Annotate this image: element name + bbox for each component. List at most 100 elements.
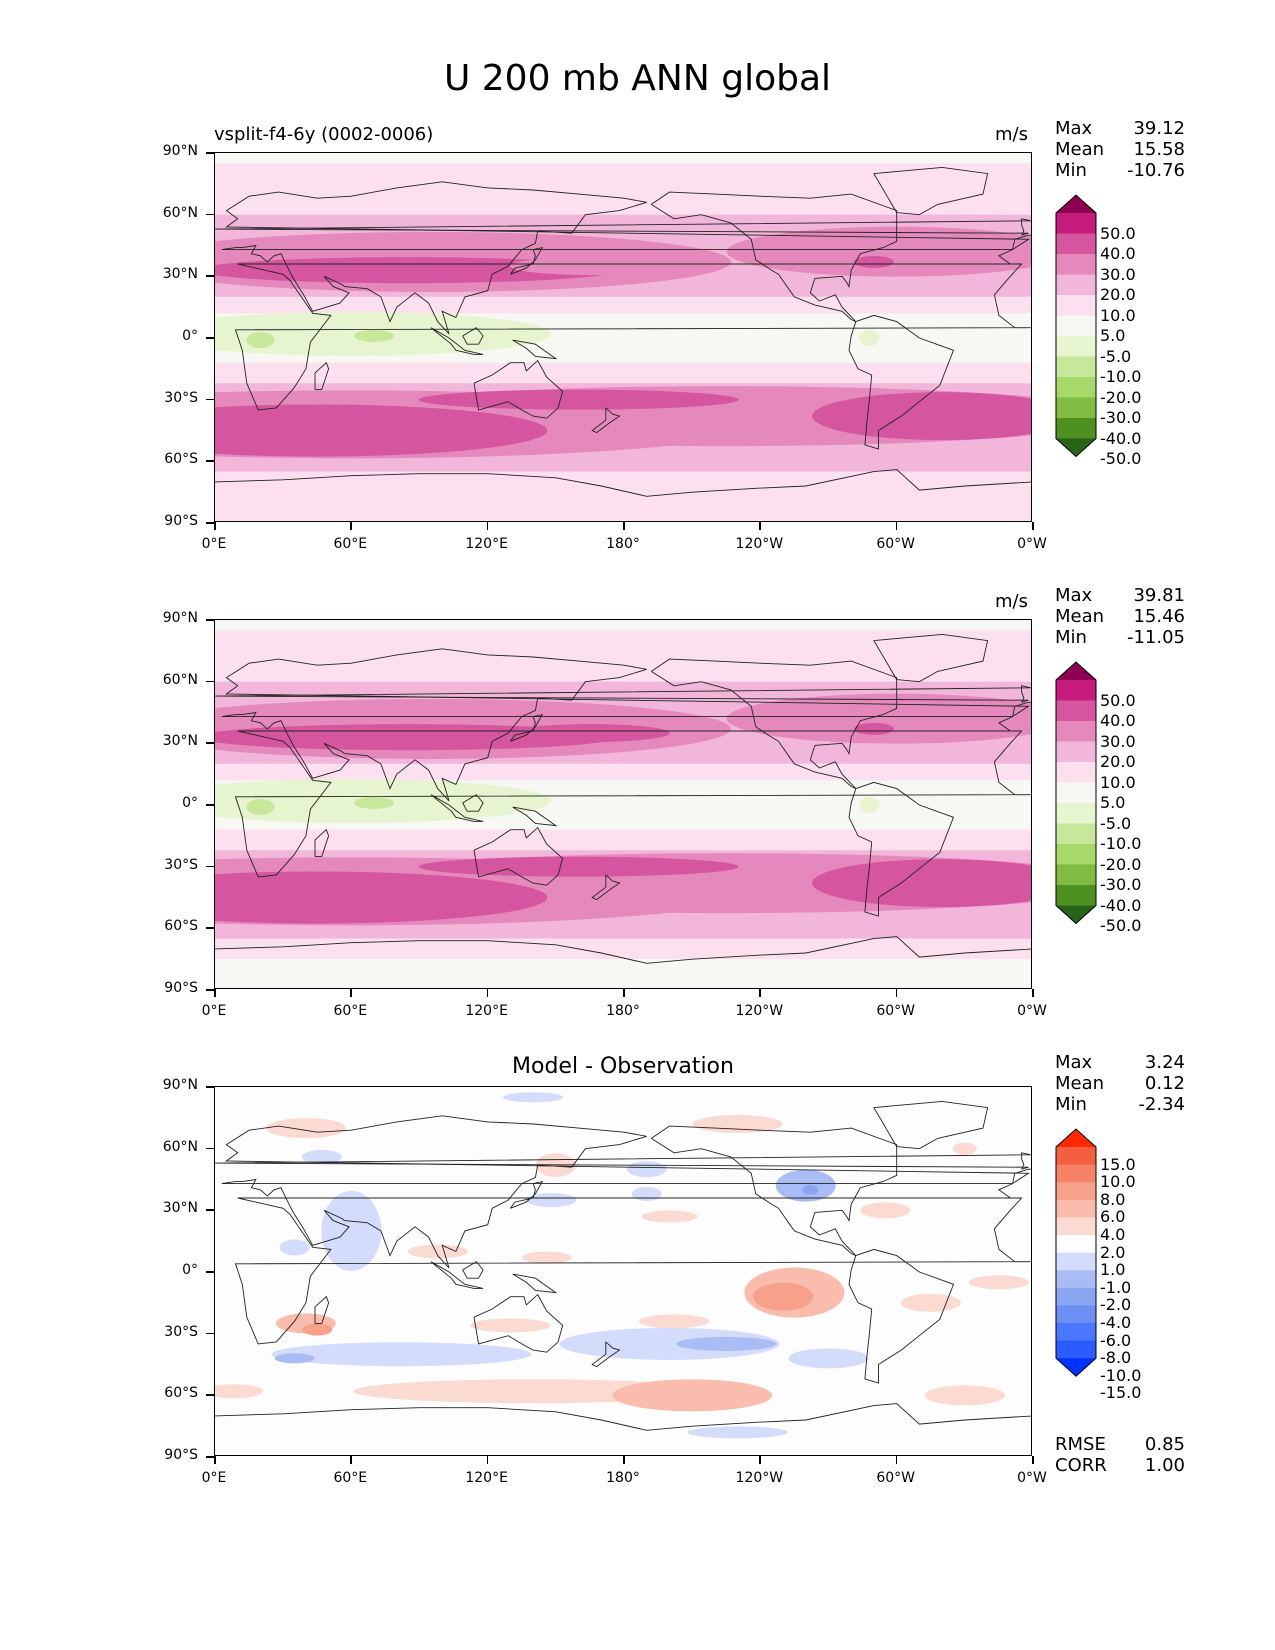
colorbar-segment [1056, 1322, 1096, 1342]
difference-anomaly [638, 1314, 709, 1329]
colorbar-segment [1056, 1252, 1096, 1271]
lat-tick [206, 1147, 214, 1150]
easterly-core [354, 796, 395, 809]
colorbar-tick-label: -20.0 [1100, 854, 1142, 874]
jet-core-pacific [509, 724, 670, 743]
coastline-segment [512, 1273, 558, 1294]
min-value: -11.05 [1126, 627, 1185, 648]
colorbar-segment [1056, 233, 1096, 255]
lat-tick-label: 60°N [162, 1138, 198, 1155]
lat-tick-label: 0° [182, 795, 198, 811]
difference-anomaly [301, 1149, 342, 1164]
colorbar-segment [1056, 1146, 1096, 1166]
lat-tick [206, 522, 214, 524]
lon-tick-label: 60°W [876, 536, 915, 552]
lon-tick [623, 1456, 625, 1464]
difference-anomaly [788, 1348, 869, 1369]
colorbar-segment [1056, 336, 1096, 357]
lat-tick-label: 0° [182, 328, 198, 344]
lat-tick-label: 60°S [164, 1385, 198, 1402]
coastline-segment [314, 828, 330, 857]
difference-anomaly [215, 1384, 264, 1399]
difference-anomaly [900, 1293, 961, 1312]
coastline-segment [848, 781, 955, 917]
lat-tick-label: 60°N [162, 204, 198, 221]
colorbar-tick-label: 30.0 [1100, 731, 1136, 751]
lat-tick [206, 927, 214, 929]
coastline-segment [473, 1293, 564, 1353]
lat-tick-label: 90°S [164, 1447, 198, 1463]
colorbar [1055, 661, 1097, 929]
coastline-segment [591, 407, 621, 434]
difference-anomaly [612, 1379, 773, 1412]
lat-tick [206, 152, 214, 154]
lon-tick-label: 0°W [1017, 1470, 1047, 1486]
mean-value: 15.58 [1133, 139, 1185, 160]
lat-tick [206, 1209, 214, 1211]
colorbar-tick-label: -50.0 [1100, 449, 1142, 468]
colorbar-extend-bottom [1056, 905, 1096, 924]
colorbar-segment [1056, 700, 1096, 722]
coastline-segment [998, 1168, 1031, 1199]
lon-tick [623, 522, 625, 530]
colorbar-segment [1056, 1270, 1096, 1289]
lon-tick [759, 1456, 761, 1464]
lon-tick-label: 60°W [876, 1003, 915, 1019]
min-label: Min [1055, 627, 1087, 648]
lon-tick [1032, 989, 1034, 997]
colorbar-segment [1056, 295, 1096, 316]
colorbar-segment [1056, 1287, 1096, 1306]
colorbar-tick-label: 15.0 [1100, 1154, 1136, 1174]
lat-tick [206, 680, 214, 683]
colorbar-segment [1056, 418, 1096, 439]
coastline-segment [234, 263, 1031, 411]
lon-tick [350, 1456, 352, 1464]
lon-tick [214, 989, 216, 997]
colorbar-segment [1056, 1340, 1096, 1359]
lon-tick [895, 522, 898, 530]
lat-tick-label: 30°S [164, 856, 198, 873]
lon-tick-label: 0°E [201, 536, 227, 552]
colorbar-extend-bottom [1056, 438, 1096, 457]
difference-anomaly [676, 1336, 777, 1351]
coastline-segment [215, 685, 1031, 703]
lon-tick-label: 0°W [1017, 536, 1047, 552]
lat-tick-label: 60°S [164, 451, 198, 468]
lat-tick-label: 90°S [164, 980, 198, 996]
difference-anomaly [470, 1318, 551, 1333]
lon-tick-label: 0°E [201, 1003, 227, 1019]
colorbar-tick-label: 20.0 [1100, 752, 1136, 771]
difference-anomaly [503, 1092, 564, 1103]
colorbar-tick-label: -1.0 [1100, 1277, 1132, 1297]
lon-tick-label: 0°W [1017, 1003, 1047, 1019]
colorbar-tick-label: 5.0 [1100, 326, 1126, 345]
colorbar-outline [1055, 661, 1097, 925]
coastline-segment [512, 339, 558, 360]
lon-tick [895, 989, 898, 997]
coastline-segment [473, 826, 564, 886]
coastline-segment [314, 1295, 330, 1324]
colorbar-tick-label: 5.0 [1100, 793, 1126, 812]
colorbar-segment [1056, 1217, 1096, 1236]
difference-anomaly [687, 1426, 788, 1439]
lon-tick-label: 180° [606, 1003, 640, 1019]
coastline-segment [873, 1100, 989, 1150]
colorbar-segment [1056, 1164, 1096, 1183]
lon-tick-label: 0°E [201, 1470, 227, 1486]
colorbar-outline [1055, 1128, 1097, 1377]
mean-label: Mean [1055, 1073, 1105, 1094]
colorbar-segment [1056, 254, 1096, 275]
coastline-segment [510, 246, 544, 275]
lat-tick [206, 398, 214, 401]
coastlines [215, 166, 1031, 497]
difference-anomaly [968, 1275, 1029, 1290]
panel-difference: Model - Observation Max 3.24 Mean 0.12 Min… [0, 1052, 1275, 1522]
colorbar-tick-label: 20.0 [1100, 285, 1136, 304]
colorbar-extend-bottom [1056, 1358, 1096, 1377]
lat-tick-label: 30°N [162, 733, 198, 750]
colorbar-segment [1056, 1305, 1096, 1324]
lat-tick [206, 804, 214, 806]
jet-core-sh-pacific [418, 856, 739, 877]
jet-core-sh [215, 404, 548, 457]
units-label: m/s [995, 124, 1028, 145]
